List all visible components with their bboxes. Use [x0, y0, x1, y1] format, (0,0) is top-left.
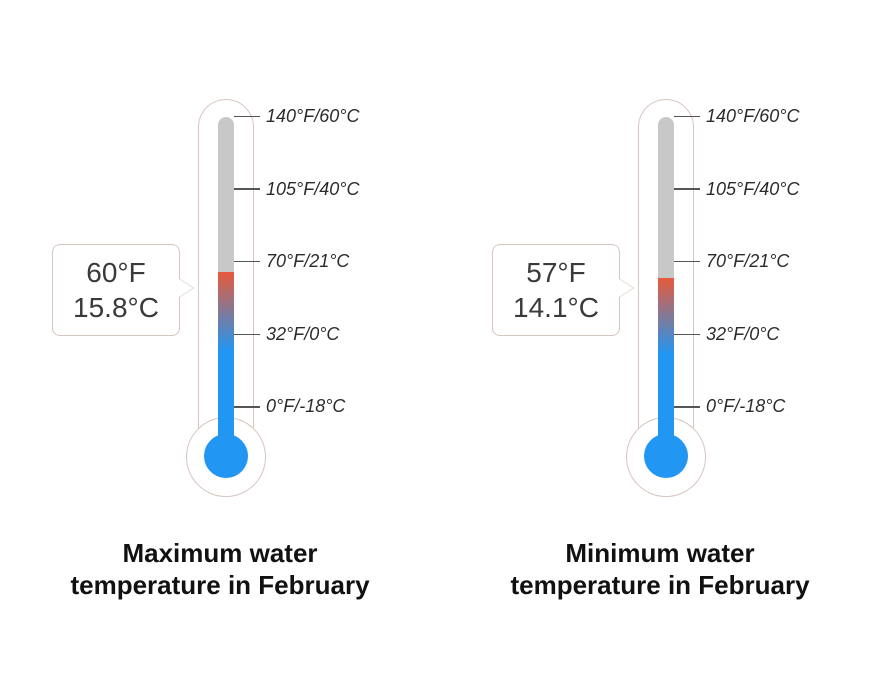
callout-pointer-icon: [179, 279, 193, 297]
scale-label: 32°F/0°C: [266, 324, 339, 345]
scale-label: 0°F/-18°C: [706, 396, 785, 417]
thermometer-min: 140°F/60°C 105°F/40°C 70°F/21°C 32°F/0°C…: [460, 79, 860, 602]
scale-label: 105°F/40°C: [706, 179, 799, 200]
value-fahrenheit: 57°F: [511, 255, 601, 290]
thermometer-fill: [658, 278, 674, 446]
scale-row: 70°F/21°C: [234, 252, 404, 272]
scale-row: 32°F/0°C: [234, 324, 404, 344]
scale-row: 105°F/40°C: [234, 179, 404, 199]
thermometer-graphic: 140°F/60°C 105°F/40°C 70°F/21°C 32°F/0°C…: [470, 79, 850, 509]
thermometer-caption: Minimum water temperature in February: [510, 537, 809, 602]
scale-row: 105°F/40°C: [674, 179, 844, 199]
value-callout: 60°F 15.8°C: [52, 244, 180, 336]
thermometer-caption: Maximum water temperature in February: [70, 537, 369, 602]
thermometer-graphic: 140°F/60°C 105°F/40°C 70°F/21°C 32°F/0°C…: [30, 79, 410, 509]
scale-label: 70°F/21°C: [266, 251, 349, 272]
thermometer-max: 140°F/60°C 105°F/40°C 70°F/21°C 32°F/0°C…: [20, 79, 420, 602]
caption-line: temperature in February: [510, 570, 809, 600]
thermometer-bulb: [644, 434, 688, 478]
value-fahrenheit: 60°F: [71, 255, 161, 290]
thermometer-bulb: [204, 434, 248, 478]
scale-row: 0°F/-18°C: [234, 397, 404, 417]
callout-pointer-icon: [619, 279, 633, 297]
value-celsius: 15.8°C: [71, 290, 161, 325]
scale-row: 140°F/60°C: [234, 107, 404, 127]
scale-label: 0°F/-18°C: [266, 396, 345, 417]
scale-row: 0°F/-18°C: [674, 397, 844, 417]
value-celsius: 14.1°C: [511, 290, 601, 325]
caption-line: Minimum water: [565, 538, 754, 568]
scale-label: 70°F/21°C: [706, 251, 789, 272]
scale-label: 105°F/40°C: [266, 179, 359, 200]
scale-label: 140°F/60°C: [266, 106, 359, 127]
scale-label: 32°F/0°C: [706, 324, 779, 345]
thermometer-fill: [218, 272, 234, 447]
scale-row: 70°F/21°C: [674, 252, 844, 272]
scale-label: 140°F/60°C: [706, 106, 799, 127]
scale-row: 140°F/60°C: [674, 107, 844, 127]
caption-line: temperature in February: [70, 570, 369, 600]
caption-line: Maximum water: [122, 538, 317, 568]
value-callout: 57°F 14.1°C: [492, 244, 620, 336]
scale-row: 32°F/0°C: [674, 324, 844, 344]
